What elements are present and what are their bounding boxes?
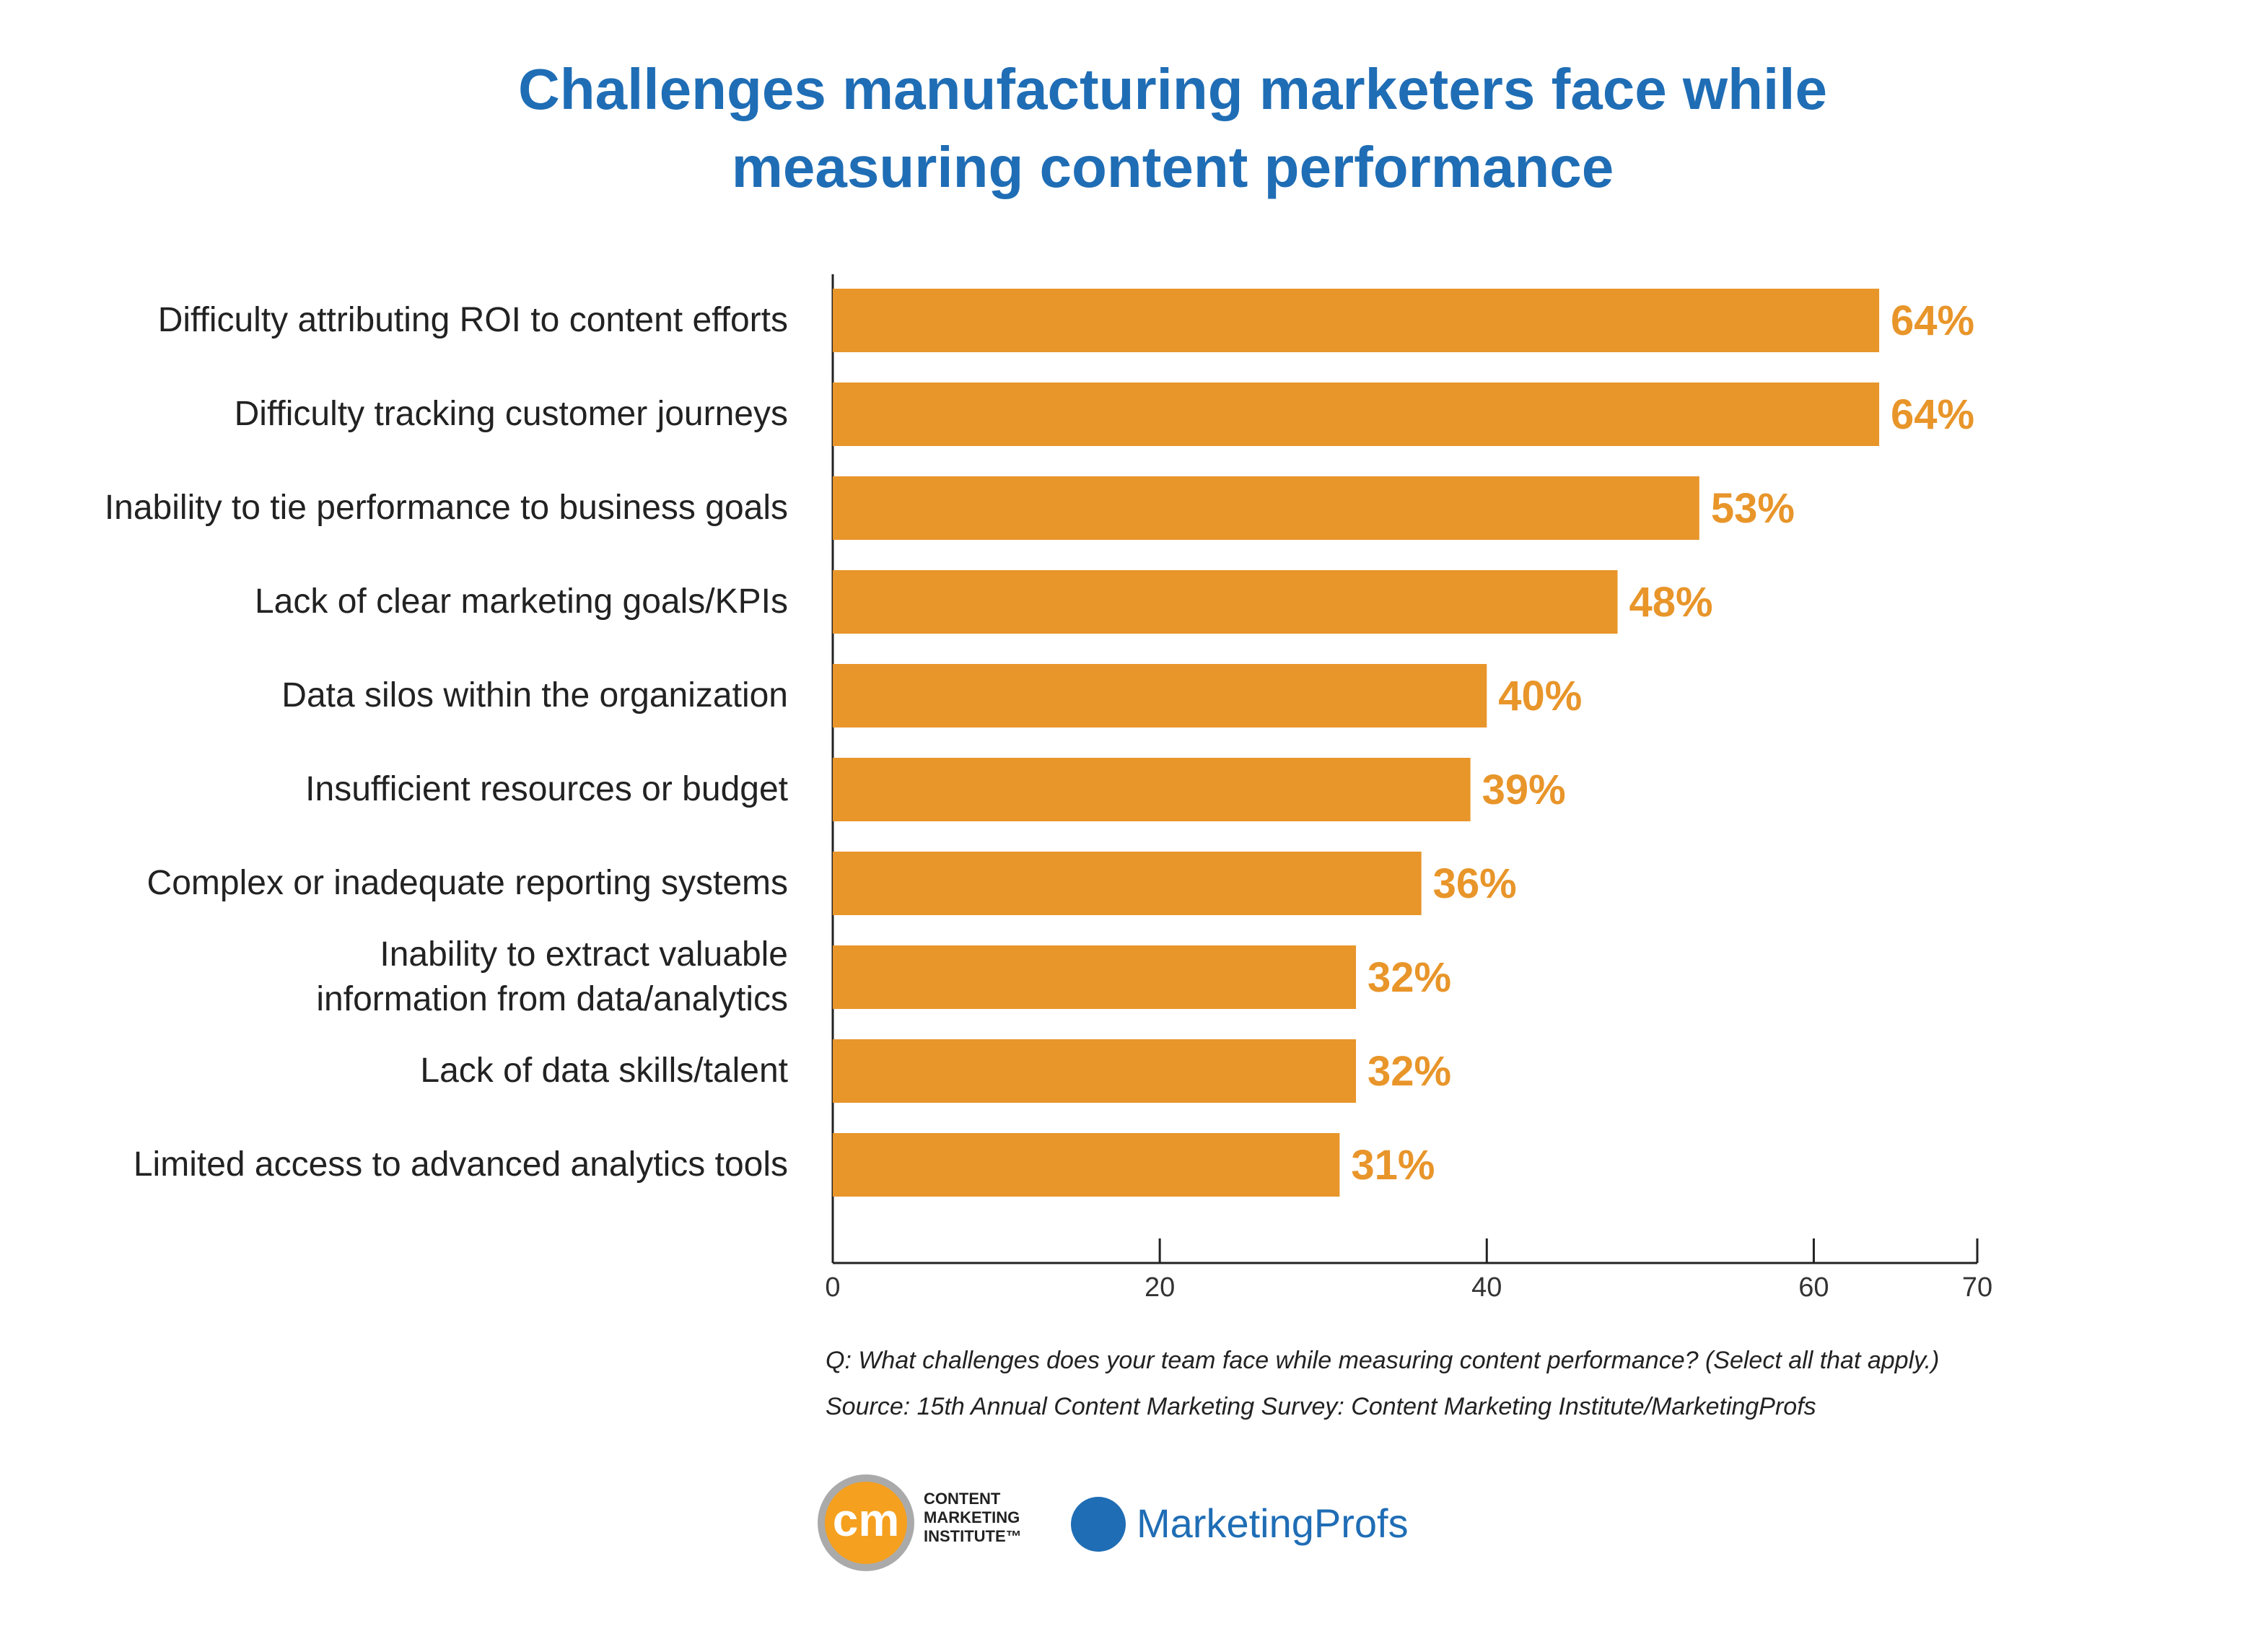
category-label: Inability to tie performance to business… [104, 489, 788, 527]
cmi-logo-mark: cm [833, 1494, 900, 1546]
category-label: Complex or inadequate reporting systems [146, 864, 788, 902]
value-label: 36% [1433, 860, 1517, 907]
mp-logo-text: MarketingProfs [1137, 1500, 1409, 1546]
bar [833, 570, 1618, 634]
question: Q: What challenges does your team face w… [826, 1347, 1940, 1374]
value-label: 39% [1482, 766, 1566, 813]
category-label: Difficulty attributing ROI to content ef… [157, 301, 788, 339]
bar [833, 664, 1487, 727]
x-tick-label: 0 [825, 1272, 840, 1303]
bar [833, 1039, 1357, 1103]
x-tick-label: 40 [1471, 1272, 1502, 1303]
x-tick-label: 20 [1145, 1272, 1175, 1303]
x-tick-label: 70 [1962, 1272, 1992, 1303]
value-label: 40% [1498, 673, 1582, 720]
category-label: Data silos within the organization [281, 676, 788, 714]
bar [833, 945, 1357, 1009]
source: Source: 15th Annual Content Marketing Su… [826, 1393, 1816, 1420]
bar [833, 1133, 1340, 1197]
value-label: 32% [1367, 954, 1451, 1001]
bar [833, 852, 1422, 915]
value-label: 64% [1891, 297, 1974, 344]
value-label: 64% [1891, 391, 1974, 438]
category-label: Inability to extract valuable informatio… [316, 935, 788, 1018]
chart-title: Challenges manufacturing marketers face … [518, 57, 1827, 199]
cmi-logo-text: CONTENT MARKETING INSTITUTE™ [924, 1490, 1022, 1545]
cmi-logo-circle [818, 1474, 914, 1571]
category-label: Limited access to advanced analytics too… [133, 1145, 788, 1184]
value-label: 53% [1711, 485, 1795, 532]
category-label: Insufficient resources or budget [305, 770, 788, 808]
value-label: 31% [1351, 1142, 1435, 1189]
bar [833, 758, 1471, 821]
mp-logo-circle [1071, 1497, 1126, 1552]
value-label: 32% [1367, 1048, 1451, 1095]
bar [833, 476, 1699, 540]
x-tick-label: 60 [1798, 1272, 1829, 1303]
category-label: Difficulty tracking customer journeys [234, 395, 788, 433]
category-label: Lack of data skills/talent [420, 1052, 788, 1090]
category-label: Lack of clear marketing goals/KPIs [254, 582, 788, 621]
value-label: 48% [1629, 579, 1713, 626]
bar [833, 289, 1880, 352]
bar [833, 383, 1880, 446]
